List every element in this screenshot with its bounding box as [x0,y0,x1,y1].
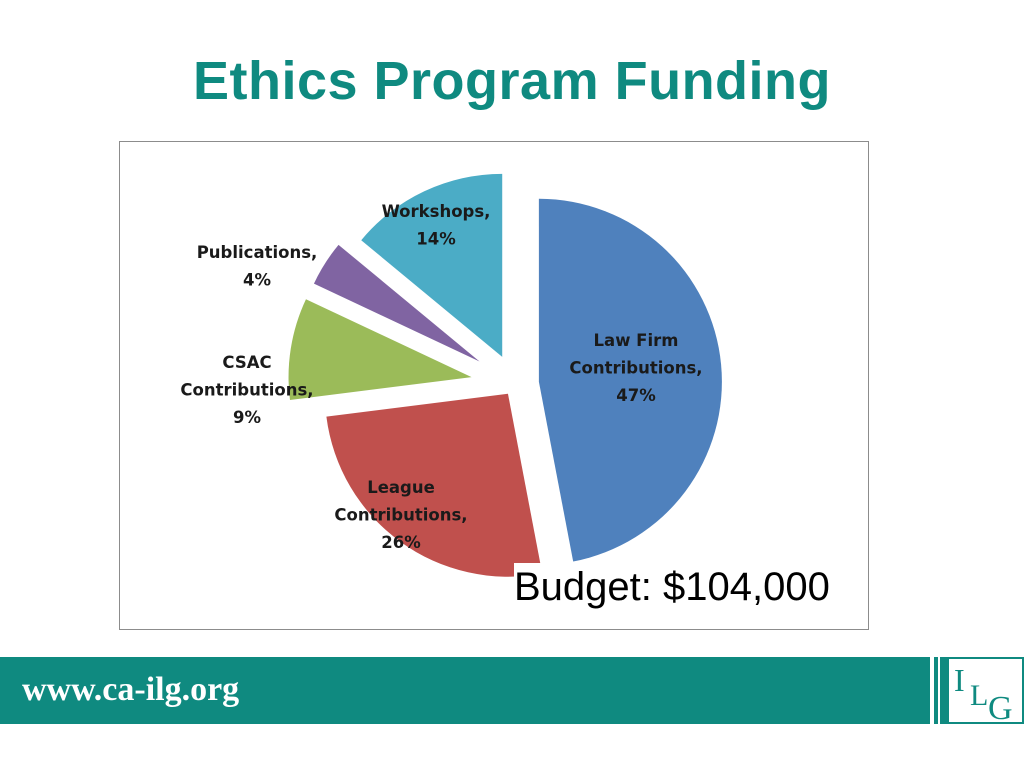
pie-slice-publications [313,244,480,362]
pie-chart: Law Firm Contributions, 47% League Contribut… [180,173,722,577]
pie-slice-csac-contributions [288,299,472,401]
svg-text:G: G [988,690,1013,724]
slice-label-law-firm-contributions: Law Firm Contributions, 47% [569,331,702,405]
slice-label-publications: Publications, 4% [197,243,318,290]
chart-frame: Law Firm Contributions, 47% League Contribut… [119,141,869,630]
pie-slice-law-firm-contributions [538,198,722,562]
footer-bar [0,657,930,724]
slice-label-workshops: Workshops, 14% [382,202,491,249]
footer-separator [934,657,938,724]
budget-label: Budget: $104,000 [514,563,830,611]
footer-url-link[interactable]: www.ca-ilg.org [22,671,240,708]
svg-text:I: I [954,662,965,698]
ilg-logo: I L G [940,657,1024,724]
slide-title: Ethics Program Funding [192,51,832,111]
ilg-logo-icon: I L G [942,659,1022,724]
pie-slice-league-contributions [326,393,543,577]
slice-label-csac-contributions: CSAC Contributions, 9% [180,353,313,427]
pie-slice-workshops [361,173,503,357]
slice-label-league-contributions: League Contributions, 26% [334,478,467,552]
svg-text:L: L [970,679,988,712]
